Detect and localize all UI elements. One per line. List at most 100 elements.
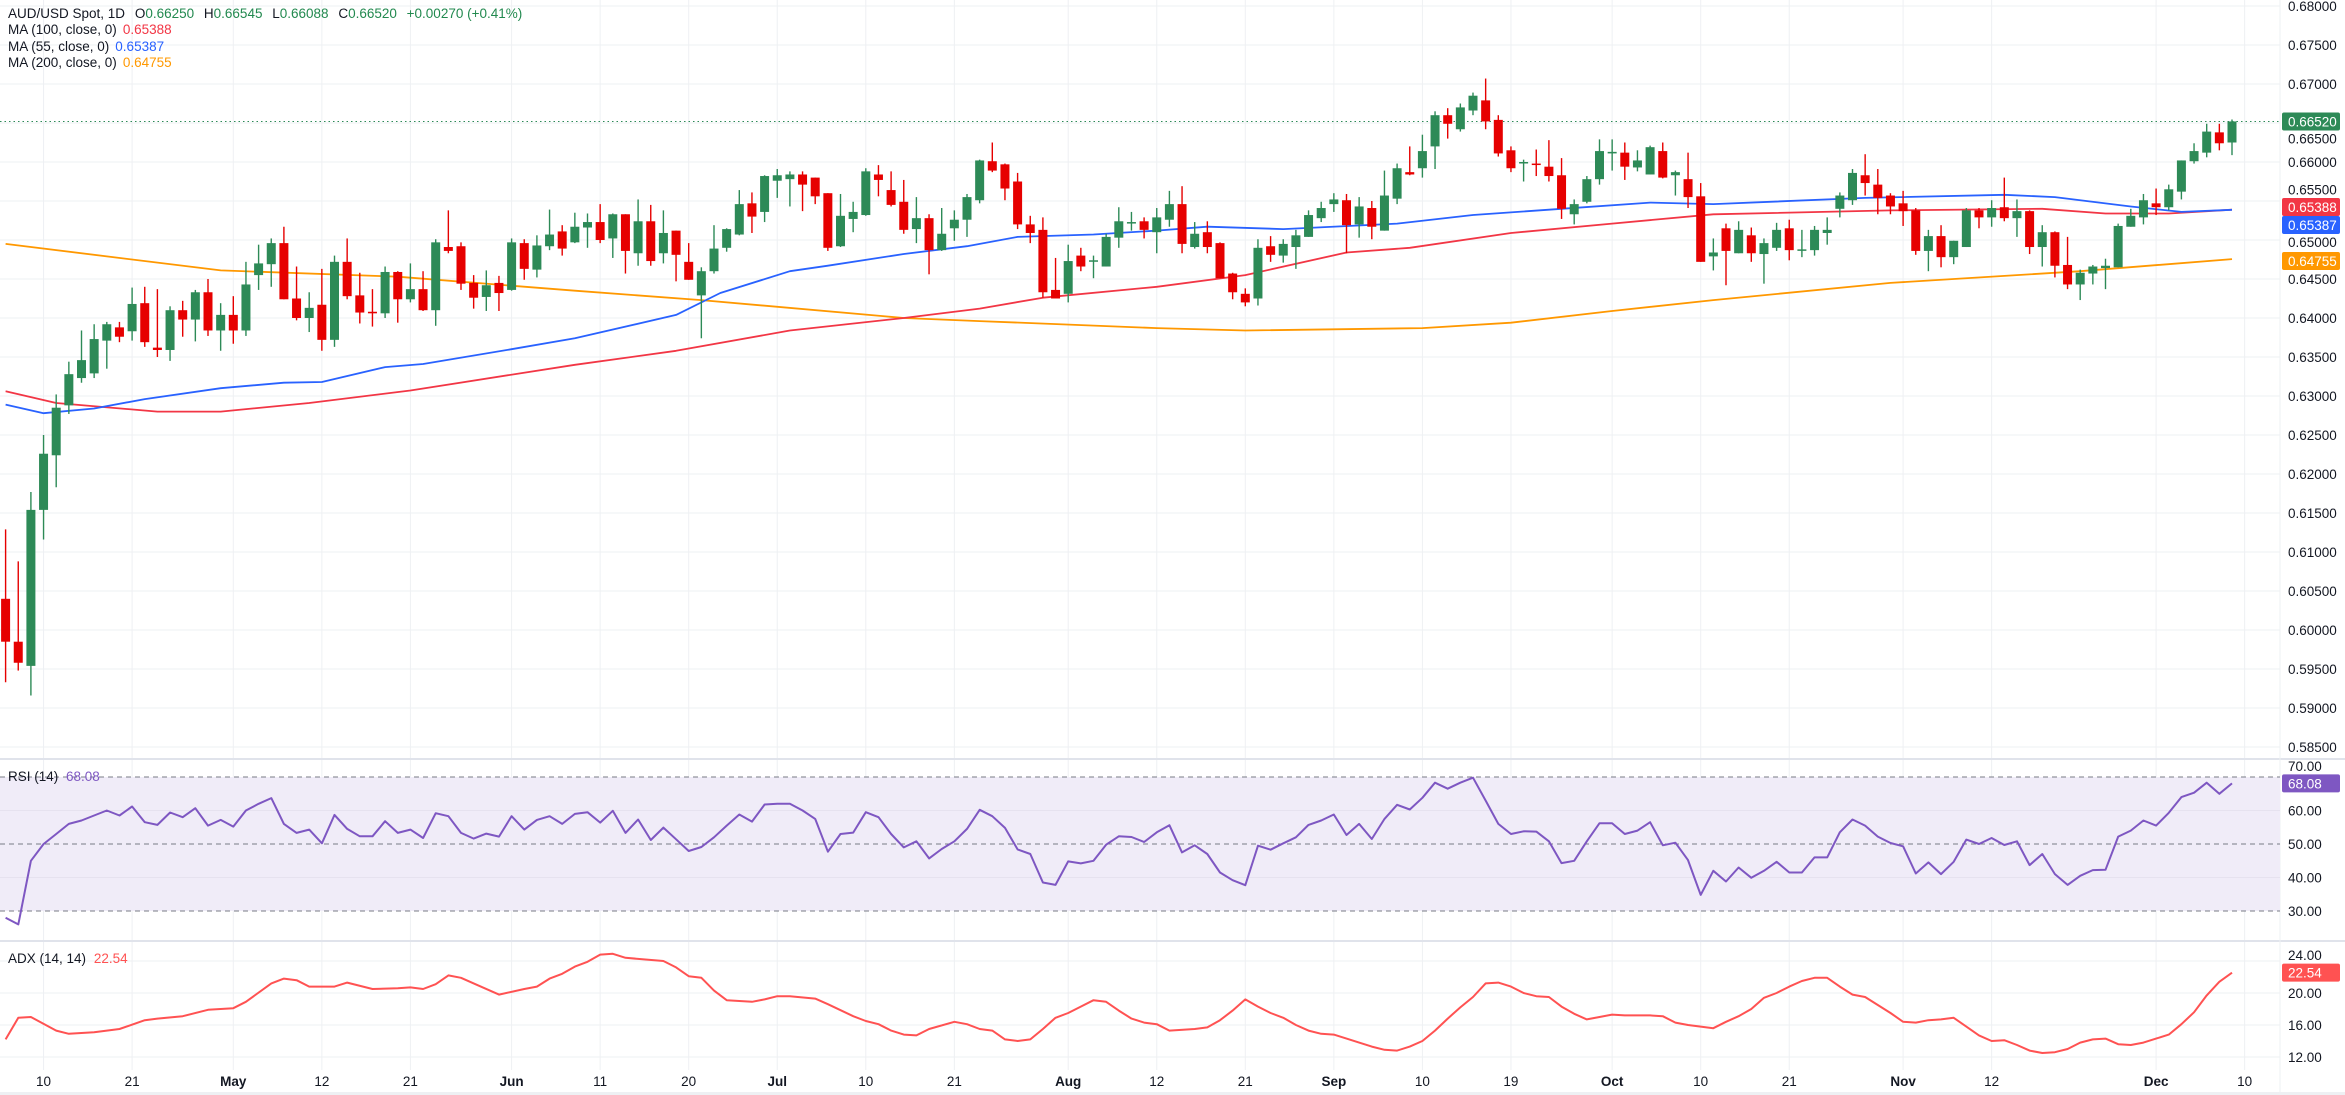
candle-body (861, 171, 871, 216)
candle-body (127, 303, 137, 332)
candle (899, 179, 909, 234)
candle-body (823, 193, 833, 248)
candle (760, 175, 770, 223)
price-axis[interactable]: 0.68000 0.67500 0.67000 0.66500 0.66000 0.655… (2288, 0, 2337, 1065)
candle (1670, 170, 1680, 196)
candle-body (1304, 215, 1314, 237)
time-tick-label: 21 (403, 1074, 418, 1089)
candle (608, 213, 618, 258)
time-tick-label: 21 (947, 1074, 962, 1089)
adx-legend[interactable]: ADX (14, 14) 22.54 (8, 951, 128, 966)
candle-body (13, 641, 23, 663)
candle (1405, 146, 1415, 176)
candle (13, 561, 23, 671)
candle (216, 303, 226, 351)
candle (1443, 108, 1453, 139)
candle (1076, 247, 1086, 272)
candle-body (1557, 175, 1567, 209)
candle (2138, 193, 2148, 225)
candle (279, 226, 289, 300)
candle (1936, 225, 1946, 268)
candle (355, 272, 365, 324)
time-axis[interactable]: 10 21 May 12 21 Jun 11 20 Jul 10 21 Aug 12 21 Sep 10 19 O… (36, 1074, 2252, 1089)
candle-body (545, 234, 555, 247)
ma100-badge: 0.65388 (2282, 198, 2340, 216)
rsi-tick-label: 70.00 (2288, 759, 2322, 774)
candle (1342, 193, 1351, 254)
candle (772, 169, 782, 198)
candle (1569, 199, 1579, 225)
candle-body (1405, 172, 1415, 175)
candle (1544, 140, 1554, 182)
candle (507, 238, 517, 291)
candle-body (1076, 255, 1086, 267)
candle-body (203, 292, 213, 331)
candle-body (1025, 224, 1035, 233)
legend-ma200[interactable]: MA (200, close, 0) 0.64755 (8, 55, 528, 71)
candle-body (1835, 195, 1845, 209)
candle-body (2227, 121, 2237, 143)
candle (1860, 154, 1870, 196)
time-tick-label: 21 (125, 1074, 140, 1089)
rsi-legend[interactable]: RSI (14) 68.08 (8, 769, 100, 784)
candle-body (899, 201, 909, 230)
price-tick-label: 0.61500 (2288, 506, 2337, 521)
rsi-label: RSI (14) (8, 769, 59, 784)
candle (1126, 211, 1136, 231)
candle (886, 171, 896, 207)
candle-body (2050, 232, 2060, 266)
rsi-badge: 68.08 (2282, 774, 2340, 793)
time-tick-label: 19 (1503, 1074, 1518, 1089)
candle-body (2088, 266, 2098, 274)
candle (1506, 146, 1516, 173)
price-tick-label: 0.61000 (2288, 545, 2337, 560)
time-tick-label: 10 (1693, 1074, 1708, 1089)
candle (1430, 111, 1440, 170)
candle (1240, 288, 1250, 307)
candle (203, 279, 213, 336)
candle (481, 270, 491, 311)
candle-body (1278, 243, 1288, 256)
candle (140, 286, 150, 347)
candle (1089, 255, 1098, 279)
candle-body (481, 285, 491, 297)
candle (254, 244, 264, 290)
candle-body (2151, 203, 2161, 208)
candle (39, 435, 49, 540)
price-tick-label: 0.58500 (2288, 740, 2337, 755)
candle-body (1885, 195, 1895, 207)
adx-tick-label: 24.00 (2288, 948, 2322, 963)
candle (1885, 193, 1895, 215)
time-tick-label: 12 (1984, 1074, 1999, 1089)
candle-body (646, 221, 656, 262)
candle-body (1607, 151, 1617, 154)
candle-body (355, 295, 365, 313)
candle-body (1620, 152, 1630, 167)
symbol-title[interactable]: AUD/USD Spot, 1D (8, 6, 126, 21)
candle-body (532, 245, 542, 270)
time-tick-label: 10 (2237, 1074, 2252, 1089)
candle (1493, 115, 1503, 157)
candle-body (722, 229, 732, 248)
ma200-badge: 0.64755 (2282, 252, 2340, 270)
time-tick-label: 21 (1782, 1074, 1797, 1089)
legend-ma100[interactable]: MA (100, close, 0) 0.65388 (8, 22, 528, 38)
candle-body (772, 175, 782, 181)
candle (228, 296, 238, 344)
candle (1746, 227, 1756, 262)
legend-ma55[interactable]: MA (55, close, 0) 0.65387 (8, 39, 528, 55)
candle-body (608, 214, 618, 239)
candle (1557, 158, 1567, 219)
candle-body (1126, 222, 1136, 224)
candle-body (456, 246, 466, 284)
candle-body (1911, 210, 1921, 251)
price-tick-label: 0.66000 (2288, 155, 2337, 170)
candle-body (1354, 206, 1364, 225)
time-tick-label: Nov (1890, 1074, 1916, 1089)
candle-body (140, 303, 150, 343)
time-tick-label: 11 (593, 1074, 607, 1089)
candle-body (987, 161, 997, 171)
candle (1873, 169, 1883, 215)
